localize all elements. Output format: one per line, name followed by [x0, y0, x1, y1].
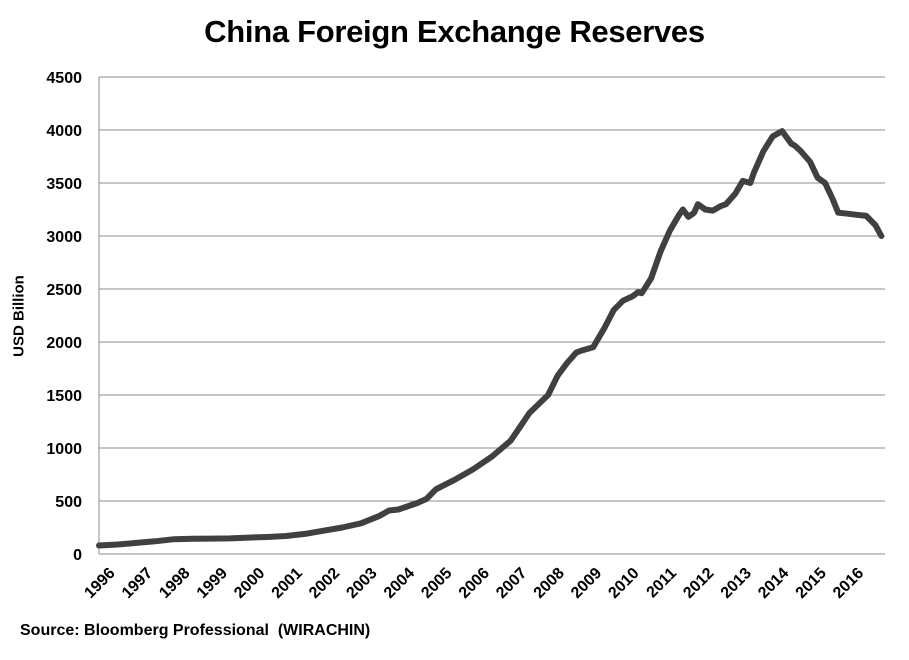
y-tick-label: 2500 [46, 282, 82, 299]
x-tick-label: 2008 [531, 565, 568, 602]
y-tick-label: 2000 [46, 335, 82, 352]
y-tick-label: 1500 [46, 388, 82, 405]
y-tick-label: 500 [55, 494, 82, 511]
y-tick-label: 4000 [46, 123, 82, 140]
x-tick-label: 1999 [194, 565, 231, 602]
x-tick-label: 2002 [306, 565, 343, 602]
y-axis-label: USD Billion [10, 275, 28, 357]
chart-title: China Foreign Exchange Reserves [204, 14, 705, 49]
x-tick-label: 2003 [343, 565, 380, 602]
x-tick-label: 1997 [119, 565, 156, 602]
y-tick-label: 1000 [46, 441, 82, 458]
x-tick-label: 1996 [81, 565, 118, 602]
x-tick-label: 2010 [605, 565, 642, 602]
x-tick-label: 2007 [493, 565, 530, 602]
x-tick-label: 2000 [231, 565, 268, 602]
x-tick-label: 2012 [680, 565, 717, 602]
x-tick-labels: 1996 1997 1998 1999 2000 2001 2002 2003 2004 2005… [81, 565, 867, 602]
grid-lines [99, 76, 885, 502]
y-tick-label: 0 [73, 547, 82, 564]
y-tick-label: 3500 [46, 176, 82, 193]
x-tick-label: 2009 [568, 565, 605, 602]
x-tick-label: 2001 [269, 565, 306, 602]
axes [98, 77, 885, 555]
x-tick-label: 2015 [793, 565, 830, 602]
x-tick-label: 2016 [830, 565, 867, 602]
y-tick-labels: 0 500 1000 1500 2000 2500 3000 3500 4000 4500 [46, 70, 82, 564]
x-tick-label: 2005 [418, 565, 455, 602]
series-lines [96, 128, 885, 549]
x-tick-label: 2013 [718, 565, 755, 602]
x-tick-label: 2006 [456, 565, 493, 602]
series-line [96, 128, 885, 549]
source-note: Source: Bloomberg Professional (WIRACHIN… [20, 622, 371, 639]
y-tick-label: 3000 [46, 229, 82, 246]
x-tick-label: 1998 [156, 565, 193, 602]
x-tick-label: 2014 [755, 565, 792, 602]
x-tick-label: 2004 [381, 565, 418, 602]
y-tick-label: 4500 [46, 70, 82, 87]
x-tick-label: 2011 [644, 565, 681, 602]
